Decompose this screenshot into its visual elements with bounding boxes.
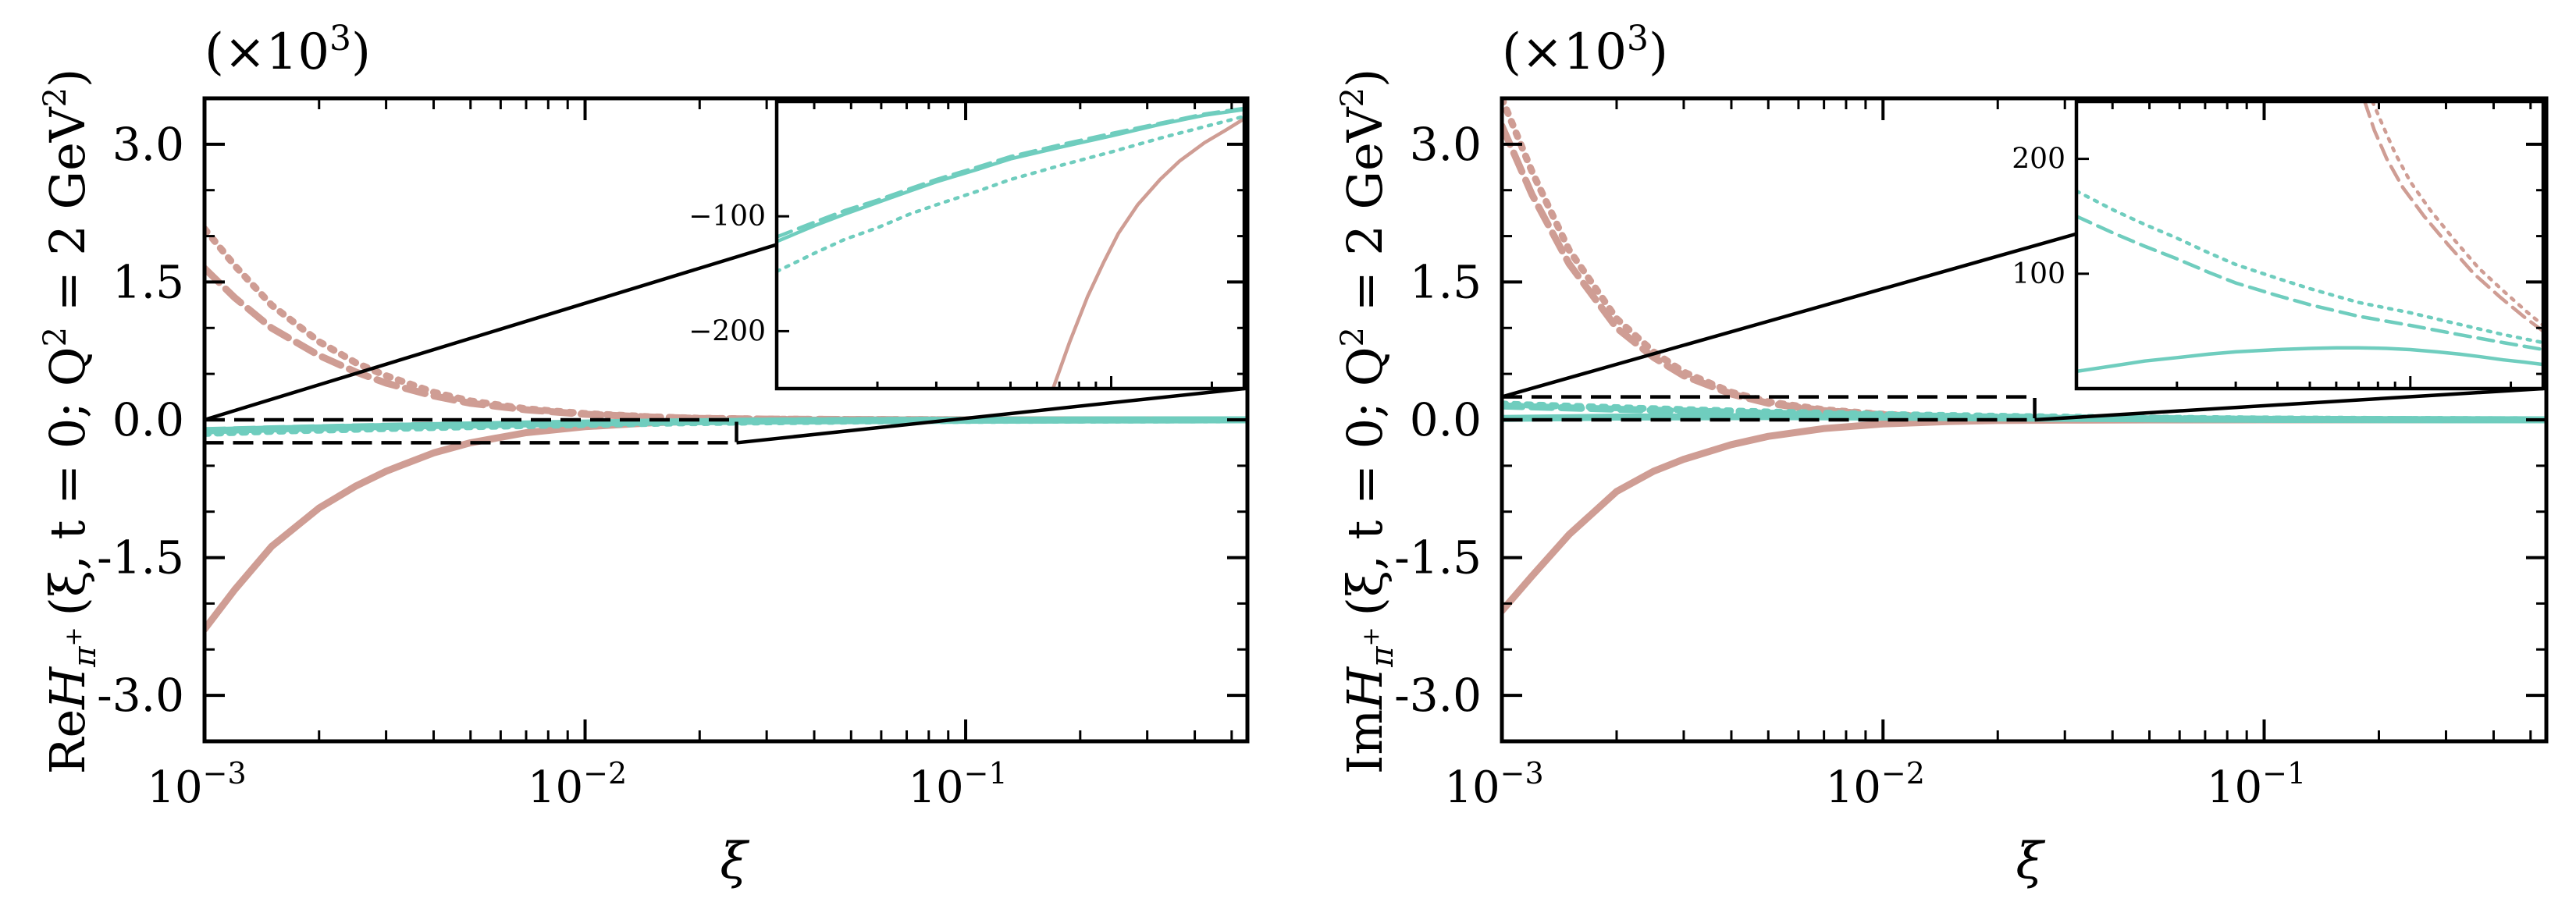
left-scale-label: (×103) <box>205 19 371 81</box>
right-series-red-solid <box>1502 416 2546 615</box>
right-series-red-dotted <box>1502 98 2546 424</box>
left-axes: 3.0 1.5 0.0 -1.5 -3.0 10−3 10−2 10−1 <box>97 96 1250 813</box>
right-series <box>1502 98 2546 615</box>
right-xtick-label: 10−2 <box>1826 756 1925 813</box>
right-inset-red-dotted <box>2370 101 2543 328</box>
right-ytick-label: 1.5 <box>1410 255 1482 308</box>
left-ytick-label: 0.0 <box>112 393 184 446</box>
left-y-axis-label: ReHπ+(ξ, t = 0; Q2 = 2 GeV2) <box>37 69 103 774</box>
left-inset-red-solid <box>1051 116 1244 389</box>
right-ytick-label: -3.0 <box>1394 669 1482 722</box>
left-inset-teal-dashed <box>777 106 1244 239</box>
left-xtick-label: 10−3 <box>147 756 246 813</box>
right-inset-ytick-label: 200 <box>2012 144 2065 176</box>
left-series-red-solid <box>205 416 1247 633</box>
right-inset-red-dashed <box>2363 101 2543 333</box>
right-series-teal-dotted <box>1502 400 2546 424</box>
left-ytick-label: -3.0 <box>97 669 184 722</box>
right-ytick-label: 0.0 <box>1410 393 1482 446</box>
left-ytick-label: -1.5 <box>97 531 184 584</box>
left-xtick-label: 10−2 <box>528 756 627 813</box>
right-y-axis-label: ImHπ+(ξ, t = 0; Q2 = 2 GeV2) <box>1335 69 1400 774</box>
right-inset-teal-solid <box>2076 346 2543 374</box>
left-inset-teal-dotted <box>777 114 1244 274</box>
right-inset-background <box>2076 101 2543 389</box>
left-zoom-connector-bottom <box>736 386 1245 445</box>
left-ytick-label: 3.0 <box>112 118 184 171</box>
left-inset-background <box>777 101 1244 389</box>
left-series-red-dotted <box>205 225 1247 424</box>
left-inset-ytick-label: −200 <box>688 315 766 347</box>
left-inset-ytick-label: −100 <box>688 201 766 233</box>
right-zoom-connector-bottom <box>2034 386 2544 422</box>
right-x-axis-label: ξ <box>2016 833 2045 890</box>
right-inset: 200 100 <box>2012 99 2546 391</box>
right-inset-teal-dotted <box>2076 189 2543 345</box>
right-inset-teal-dashed <box>2076 214 2543 352</box>
right-axes: 3.0 1.5 0.0 -1.5 -3.0 10−3 10−2 10−1 <box>1394 96 2549 813</box>
right-ytick-label: 3.0 <box>1410 118 1482 171</box>
left-xtick-label: 10−1 <box>908 756 1007 813</box>
right-xtick-label: 10−1 <box>2207 756 2306 813</box>
left-ytick-label: 1.5 <box>112 255 184 308</box>
panel-left: −100 −200 3.0 1.5 0.0 -1.5 -3.0 10−3 10−2 10−1 (… <box>37 19 1250 890</box>
right-xtick-label: 10−3 <box>1444 756 1543 813</box>
left-inset: −100 −200 <box>688 99 1247 391</box>
right-ytick-label: -1.5 <box>1394 531 1482 584</box>
left-x-axis-label: ξ <box>720 833 749 890</box>
right-inset-ytick-label: 100 <box>2012 258 2065 290</box>
right-scale-label: (×103) <box>1502 19 1668 81</box>
panel-right: 200 100 3.0 1.5 0.0 -1.5 -3.0 10−3 10−2 10−1 (×1… <box>1335 19 2549 890</box>
